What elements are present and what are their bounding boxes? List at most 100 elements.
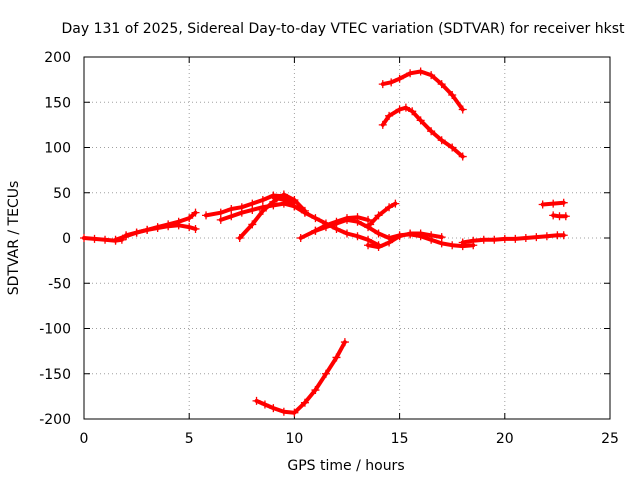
tick-labels: 0 5 10 15 20 25 -200 -150 -100 -50 0 50 100 150 200 (39, 50, 619, 447)
data-point (101, 235, 110, 244)
data-point (343, 229, 351, 238)
data-point (561, 212, 570, 221)
data-point (406, 69, 415, 78)
data-point (511, 234, 520, 243)
data-point (235, 234, 244, 242)
series-line (380, 105, 465, 159)
data-point (258, 206, 267, 215)
data-point (378, 120, 387, 129)
data-point (332, 353, 341, 362)
data-point (364, 215, 373, 224)
data-point (279, 407, 288, 416)
series-line (254, 340, 347, 415)
data-point (378, 80, 387, 89)
data-point (395, 105, 404, 114)
data-point (448, 91, 457, 100)
data-point (311, 214, 320, 223)
y-tick-label: 150 (44, 95, 71, 111)
data-point (521, 234, 530, 242)
y-tick-label: -50 (48, 276, 71, 292)
data-point (311, 386, 320, 395)
data-point (237, 208, 246, 217)
data-point (353, 217, 362, 226)
data-point (311, 226, 320, 235)
data-point (132, 228, 141, 237)
data-point (385, 203, 394, 212)
data-point (385, 111, 394, 120)
data-point (427, 127, 436, 136)
data-point (416, 229, 425, 238)
x-tick-label: 25 (601, 431, 619, 447)
data-point (532, 233, 541, 242)
data-point (458, 238, 467, 247)
data-point (427, 231, 436, 240)
data-point (111, 235, 120, 244)
data-point (191, 208, 200, 217)
data-point (185, 223, 194, 232)
series-line (368, 201, 398, 227)
y-tick-label: -100 (39, 322, 71, 338)
data-point (559, 231, 568, 240)
x-tick-label: 0 (80, 431, 89, 447)
data-point (538, 200, 547, 209)
data-point (559, 198, 568, 207)
y-axis-label: SDTVAR / TECUs (6, 181, 22, 296)
data-point (90, 234, 99, 243)
data-point (458, 105, 467, 114)
data-point (340, 338, 349, 347)
data-point (290, 408, 299, 417)
data-point (416, 116, 425, 125)
y-tick-label: 0 (62, 231, 71, 247)
series-arc-rise-2 (366, 199, 400, 229)
data-point (80, 234, 88, 242)
data-point (364, 241, 373, 250)
data-point (321, 369, 330, 378)
series-arc-upper (378, 103, 467, 161)
data-point (395, 74, 404, 83)
data-point (153, 224, 162, 233)
data-point (401, 103, 410, 112)
data-point (202, 211, 211, 220)
data-point (252, 396, 261, 405)
x-tick-label: 5 (185, 431, 194, 447)
data-point (448, 241, 457, 250)
data-point (174, 221, 183, 230)
data-point (479, 235, 488, 244)
data-point (321, 223, 330, 232)
y-tick-label: -150 (39, 367, 71, 383)
data-point (185, 214, 194, 223)
data-point (427, 71, 436, 80)
series-arc-dip (364, 229, 446, 252)
x-tick-label: 10 (285, 431, 303, 447)
y-tick-label: 50 (53, 186, 71, 202)
data-point (248, 220, 257, 229)
data-point (458, 152, 467, 161)
data-point (296, 234, 305, 242)
data-point (227, 205, 236, 214)
data-point (143, 225, 152, 234)
series-arc-low (122, 221, 200, 240)
data-point (374, 229, 383, 238)
data-point (395, 232, 404, 241)
x-tick-label: 15 (391, 431, 409, 447)
data-point (227, 212, 236, 221)
series-arc-late-mid (549, 211, 570, 221)
data-point (258, 195, 267, 204)
data-point (216, 208, 225, 217)
series-arc-bottom (252, 338, 349, 417)
data-point (437, 233, 446, 242)
data-point (164, 222, 173, 231)
data-point (353, 232, 362, 241)
series-line (313, 217, 476, 249)
data-point (387, 78, 396, 87)
series-arc-top (378, 67, 467, 114)
series-arc-late (458, 231, 568, 247)
data-point (469, 236, 478, 245)
x-axis-label: GPS time / hours (287, 458, 404, 474)
data-point (437, 80, 446, 89)
data-point (300, 398, 309, 407)
data-point (448, 143, 457, 152)
data-point (374, 243, 383, 252)
data-point (366, 220, 375, 229)
